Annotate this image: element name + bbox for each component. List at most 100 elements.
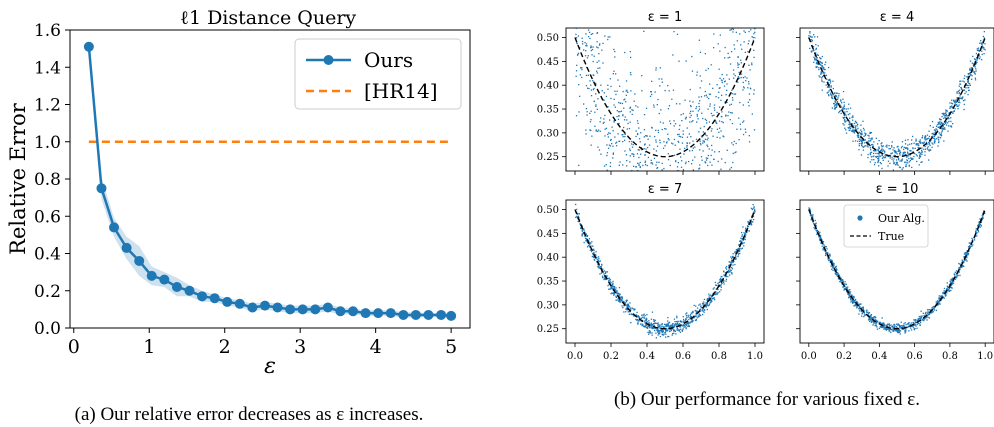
scatter-point (638, 156, 640, 159)
scatter-point (897, 330, 899, 332)
scatter-point (704, 95, 706, 97)
scatter-point (916, 143, 918, 145)
scatter-point (617, 133, 619, 135)
scatter-point (733, 260, 735, 262)
scatter-point (869, 132, 871, 134)
scatter-point (853, 296, 855, 298)
scatter-point (686, 312, 688, 314)
scatter-point (702, 140, 704, 142)
scatter-point (650, 162, 652, 164)
scatter-point (720, 99, 722, 101)
scatter-point (608, 288, 610, 290)
scatter-point (919, 139, 921, 141)
scatter-point (691, 320, 693, 322)
scatter-point (658, 161, 660, 163)
scatter-point (949, 112, 951, 114)
scatter-point (724, 161, 726, 164)
scatter-point (833, 92, 835, 94)
scatter-point (633, 165, 635, 167)
scatter-point (742, 226, 744, 228)
scatter-point (620, 300, 622, 302)
scatter-point (589, 121, 592, 123)
scatter-point (619, 296, 622, 298)
scatter-point (616, 294, 619, 296)
scatter-point (929, 125, 931, 127)
scatter-point (730, 112, 732, 114)
scatter-point (848, 127, 850, 129)
scatter-point (858, 149, 860, 151)
scatter-point (821, 89, 823, 91)
scatter-point (632, 153, 634, 155)
scatter-point (618, 122, 620, 125)
scatter-point (813, 56, 815, 58)
scatter-point (878, 165, 880, 167)
scatter-point (831, 260, 833, 263)
scatter-point (585, 238, 587, 240)
scatter-point (818, 238, 821, 240)
scatter-point (878, 146, 880, 148)
scatter-point (638, 164, 640, 166)
scatter-point (907, 155, 910, 157)
scatter-point (641, 90, 643, 92)
scatter-point (695, 107, 697, 110)
scatter-point (951, 103, 954, 105)
scatter-point (944, 127, 946, 129)
scatter-point (687, 321, 689, 324)
scatter-point (663, 141, 665, 143)
scatter-point (851, 123, 853, 125)
scatter-point (627, 303, 629, 305)
scatter-point (631, 313, 633, 316)
scatter-point (983, 31, 985, 33)
scatter-point (897, 331, 900, 334)
scatter-point (962, 100, 965, 102)
scatter-point (871, 138, 873, 140)
scatter-point (931, 307, 933, 309)
scatter-point (711, 300, 713, 302)
scatter-point (621, 297, 623, 299)
scatter-point (932, 132, 934, 134)
scatter-point (747, 222, 749, 224)
scatter-point (656, 328, 658, 330)
scatter-point (729, 104, 731, 106)
ours-point (373, 308, 384, 319)
scatter-point (677, 329, 680, 331)
scatter-point (869, 319, 872, 321)
scatter-point (665, 333, 667, 335)
scatter-point (589, 112, 591, 114)
scatter-point (711, 144, 713, 147)
scatter-point (585, 33, 587, 35)
scatter-point (922, 143, 925, 145)
scatter-point (685, 328, 687, 330)
scatter-point (741, 26, 742, 27)
scatter-point (630, 309, 632, 311)
scatter-point (919, 153, 921, 155)
scatter-point (932, 135, 934, 138)
scatter-point (752, 10, 753, 11)
scatter-point (645, 317, 647, 319)
scatter-point (944, 116, 946, 119)
scatter-point (625, 80, 628, 82)
scatter-point (954, 274, 956, 276)
scatter-point (578, 10, 579, 11)
scatter-point (821, 240, 823, 242)
scatter-point (976, 49, 979, 52)
scatter-point (648, 333, 650, 335)
scatter-point (589, 243, 591, 246)
scatter-point (670, 328, 672, 330)
scatter-point (698, 316, 700, 318)
scatter-point (612, 283, 614, 285)
scatter-point (687, 322, 689, 324)
scatter-point (753, 49, 755, 51)
scatter-point (608, 281, 610, 283)
scatter-point (606, 169, 608, 171)
scatter-point (717, 292, 719, 294)
scatter-point (744, 229, 747, 231)
scatter-point (975, 62, 977, 65)
scatter-point (917, 143, 919, 145)
scatter-point (629, 209, 630, 210)
scatter-point (921, 318, 924, 320)
scatter-point (820, 238, 822, 240)
scatter-point (655, 129, 657, 131)
scatter-point (745, 227, 747, 229)
scatter-point (877, 158, 879, 160)
